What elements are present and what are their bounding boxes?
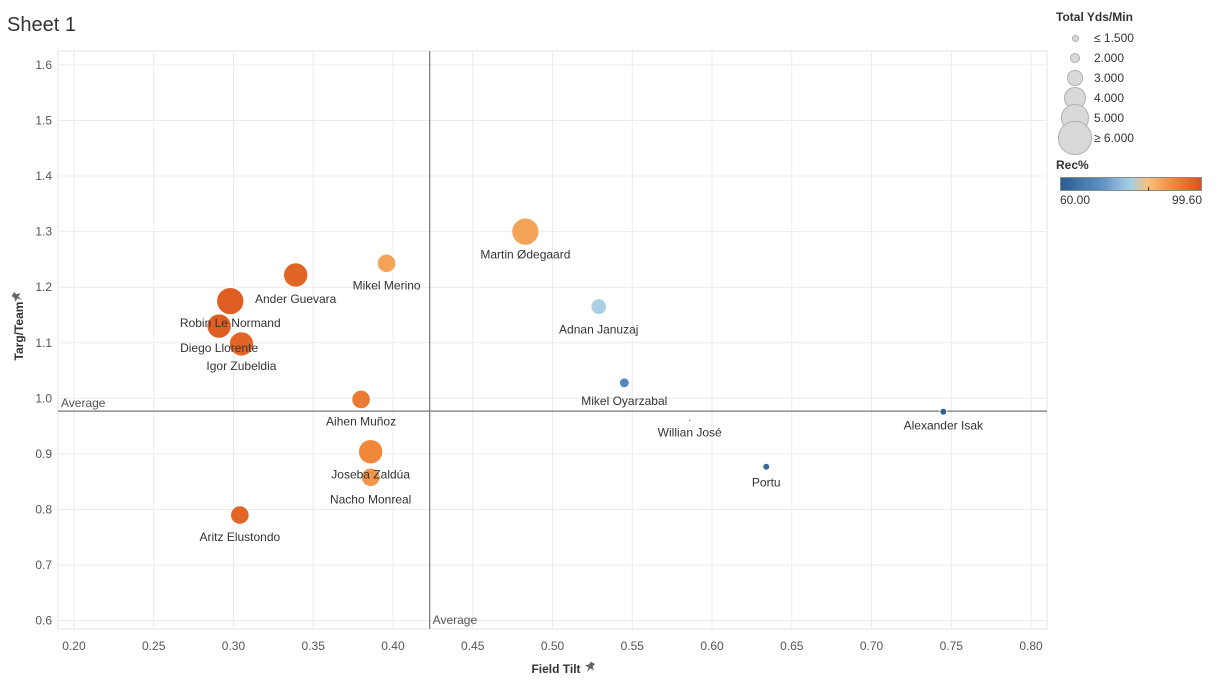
data-point[interactable] bbox=[618, 377, 630, 389]
point-label: Joseba Zaldúa bbox=[331, 468, 410, 482]
point-label: Diego Llorente bbox=[180, 341, 258, 355]
data-point[interactable] bbox=[282, 262, 309, 288]
legend-panel: Total Yds/Min ≤ 1.500 2.000 3.000 4.000 5.00… bbox=[1056, 10, 1216, 207]
x-axis-pin-icon[interactable] bbox=[583, 660, 597, 675]
size-legend-item[interactable]: ≥ 6.000 bbox=[1056, 121, 1216, 155]
point-label: Nacho Monreal bbox=[330, 492, 411, 506]
y-tick-label: 1.1 bbox=[35, 336, 52, 350]
data-points bbox=[206, 217, 948, 525]
point-label: Mikel Merino bbox=[353, 278, 421, 292]
color-legend-max: 99.60 bbox=[1171, 193, 1202, 207]
point-label: Portu bbox=[752, 476, 781, 490]
x-tick-label: 0.60 bbox=[700, 639, 724, 653]
color-legend-labels: 60.00 99.60 bbox=[1060, 191, 1202, 207]
data-point[interactable] bbox=[511, 217, 540, 246]
x-tick-label: 0.70 bbox=[860, 639, 884, 653]
x-axis-label: Field Tilt bbox=[531, 662, 580, 676]
y-tick-label: 0.6 bbox=[35, 614, 52, 628]
data-point[interactable] bbox=[228, 331, 255, 357]
scatter-plot: 0.20 0.25 0.30 0.35 0.40 0.45 0.50 0.55 0.60 0.65… bbox=[10, 50, 1048, 676]
data-point[interactable] bbox=[762, 462, 771, 471]
data-point[interactable] bbox=[351, 389, 371, 410]
size-legend-circle bbox=[1058, 121, 1092, 155]
x-tick-label: 0.40 bbox=[381, 639, 405, 653]
data-point[interactable] bbox=[360, 467, 381, 488]
size-legend-label: 2.000 bbox=[1094, 51, 1125, 65]
size-legend-label: ≤ 1.500 bbox=[1094, 31, 1134, 45]
x-tick-label: 0.20 bbox=[62, 639, 86, 653]
sheet-title: Sheet 1 bbox=[7, 14, 76, 36]
data-point[interactable] bbox=[357, 439, 384, 465]
y-tick-label: 1.5 bbox=[35, 113, 52, 127]
size-legend-circle bbox=[1067, 70, 1083, 86]
point-label: Ander Guevara bbox=[255, 292, 337, 306]
x-tick-label: 0.30 bbox=[222, 639, 246, 653]
x-tick-label: 0.50 bbox=[541, 639, 565, 653]
x-average-label: Average bbox=[433, 613, 478, 627]
point-label: Robin Le Normand bbox=[180, 316, 281, 330]
color-legend-bar[interactable] bbox=[1060, 177, 1202, 191]
x-tick-label: 0.75 bbox=[940, 639, 964, 653]
data-point[interactable] bbox=[376, 253, 397, 274]
grid-lines bbox=[57, 50, 1048, 630]
y-tick-label: 0.7 bbox=[35, 558, 52, 572]
size-legend-title: Total Yds/Min bbox=[1056, 10, 1133, 24]
y-tick-label: 0.8 bbox=[35, 503, 52, 517]
point-label: Aritz Elustondo bbox=[199, 530, 280, 544]
point-label: Adnan Januzaj bbox=[559, 323, 638, 337]
x-tick-label: 0.45 bbox=[461, 639, 485, 653]
data-point[interactable] bbox=[216, 286, 245, 316]
axes: 0.20 0.25 0.30 0.35 0.40 0.45 0.50 0.55 0.60 0.65… bbox=[35, 58, 1043, 653]
data-point[interactable] bbox=[590, 298, 608, 316]
x-tick-label: 0.25 bbox=[142, 639, 166, 653]
color-legend-title: Rec% bbox=[1056, 158, 1089, 172]
size-legend: ≤ 1.500 2.000 3.000 4.000 5.000 ≥ 6.000 bbox=[1056, 28, 1216, 155]
size-legend-circle bbox=[1071, 34, 1079, 42]
y-tick-label: 1.3 bbox=[35, 225, 52, 239]
color-legend-min: 60.00 bbox=[1060, 193, 1091, 207]
y-average-label: Average bbox=[61, 396, 106, 410]
point-label: Martin Ødegaard bbox=[480, 248, 570, 262]
size-legend-label: 3.000 bbox=[1094, 71, 1125, 85]
y-tick-label: 0.9 bbox=[35, 447, 52, 461]
data-point[interactable] bbox=[206, 313, 232, 339]
y-tick-label: 1.2 bbox=[35, 280, 52, 294]
x-tick-label: 0.55 bbox=[621, 639, 645, 653]
y-tick-label: 1.0 bbox=[35, 391, 52, 405]
point-label: Aihen Muñoz bbox=[326, 414, 396, 428]
size-legend-label: 5.000 bbox=[1094, 111, 1125, 125]
point-label: Alexander Isak bbox=[904, 419, 984, 433]
x-tick-label: 0.65 bbox=[780, 639, 804, 653]
data-point[interactable] bbox=[687, 418, 692, 423]
y-tick-label: 1.6 bbox=[35, 58, 52, 72]
size-legend-circle bbox=[1070, 53, 1080, 63]
x-tick-label: 0.80 bbox=[1019, 639, 1043, 653]
data-point[interactable] bbox=[939, 407, 948, 416]
x-tick-label: 0.35 bbox=[302, 639, 326, 653]
point-label: Mikel Oyarzabal bbox=[581, 394, 667, 408]
point-label: Igor Zubeldia bbox=[206, 359, 276, 373]
size-legend-item[interactable]: 2.000 bbox=[1056, 48, 1216, 68]
point-labels: Martin Ødegaard Mikel Merino Ander Guevara… bbox=[180, 248, 984, 544]
y-axis-label: Targ/Team bbox=[12, 302, 26, 361]
y-axis-pin-icon[interactable] bbox=[10, 290, 25, 304]
size-legend-label: 4.000 bbox=[1094, 91, 1125, 105]
data-point[interactable] bbox=[230, 505, 250, 525]
y-tick-label: 1.4 bbox=[35, 169, 52, 183]
size-legend-label: ≥ 6.000 bbox=[1094, 131, 1134, 145]
size-legend-item[interactable]: 3.000 bbox=[1056, 68, 1216, 88]
point-label: Willian José bbox=[658, 426, 722, 440]
reference-lines: Average Average bbox=[58, 51, 1047, 629]
size-legend-item[interactable]: ≤ 1.500 bbox=[1056, 28, 1216, 48]
